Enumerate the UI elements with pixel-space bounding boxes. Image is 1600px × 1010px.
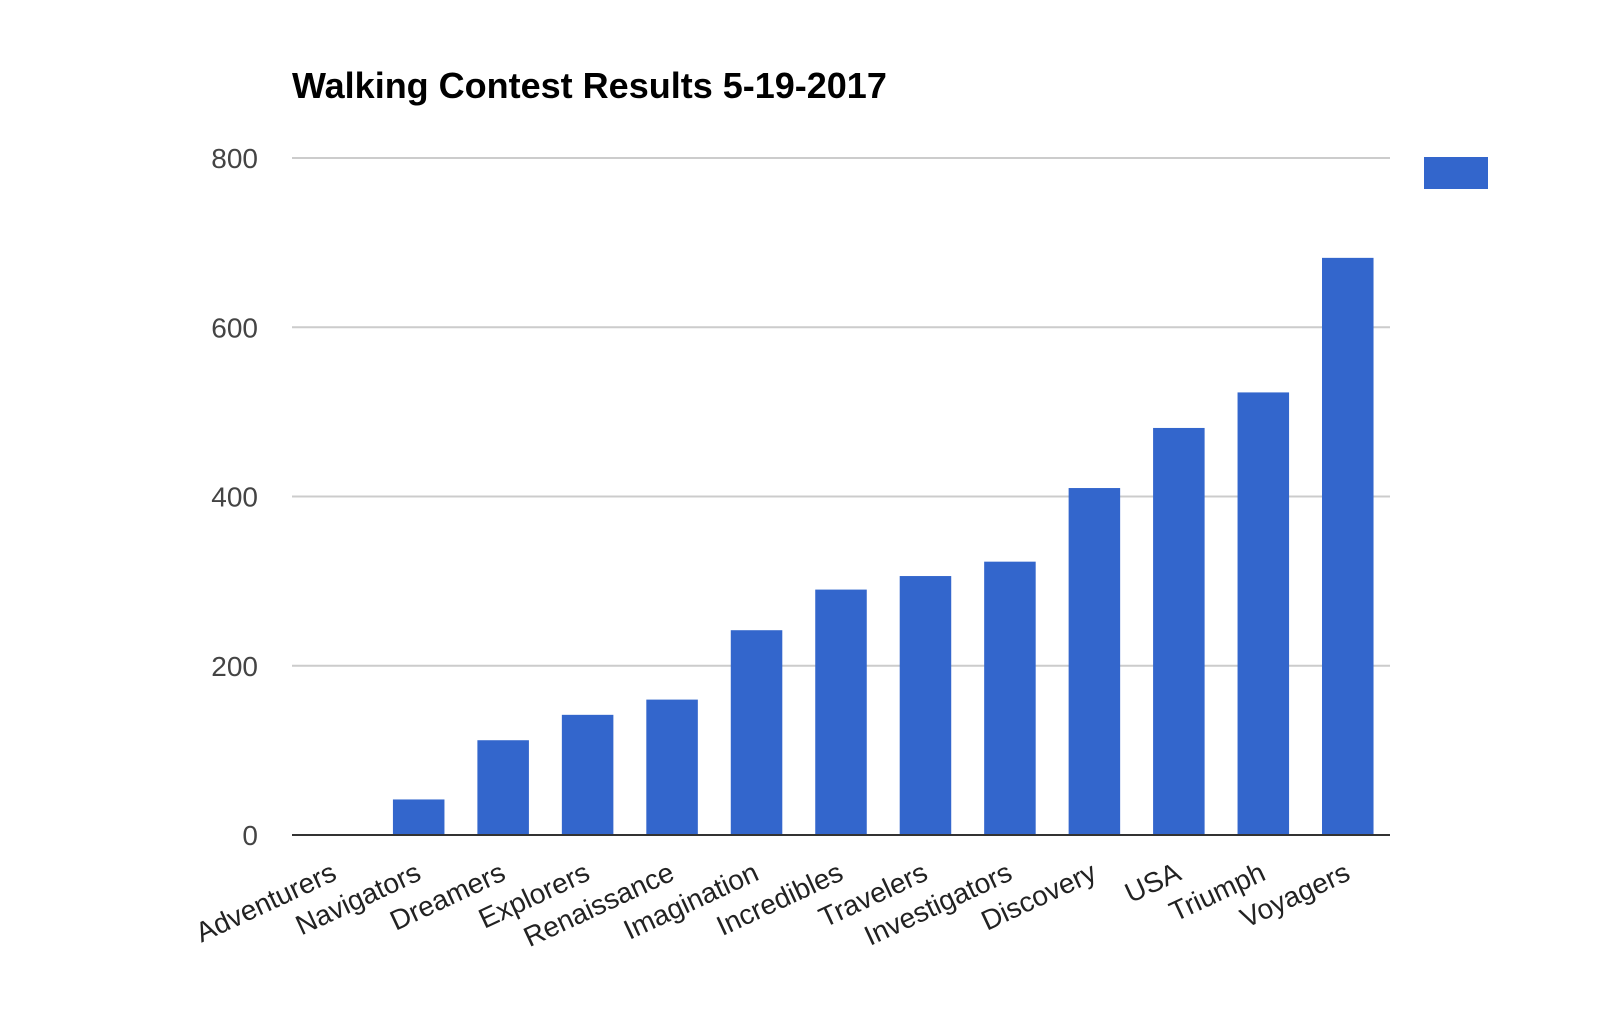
bar-triumph	[1237, 392, 1290, 835]
bar-renaissance	[646, 699, 698, 835]
y-tick-label: 0	[242, 820, 258, 851]
bar-navigators	[392, 799, 445, 835]
bar-explorers	[561, 714, 614, 835]
bars	[392, 257, 1374, 835]
bar-imagination	[730, 630, 783, 835]
bar-dreamers	[477, 740, 529, 835]
legend	[1424, 157, 1488, 189]
chart-title: Walking Contest Results 5-19-2017	[292, 65, 887, 106]
bar-voyagers	[1322, 257, 1374, 835]
bar-incredibles	[815, 589, 867, 835]
bar-investigators	[984, 561, 1036, 835]
x-axis-labels: AdventurersNavigatorsDreamersExplorersRe…	[191, 856, 1354, 953]
y-tick-label: 800	[211, 143, 258, 174]
bar-usa	[1153, 427, 1205, 835]
y-axis-ticks: 0 200 400 600 800	[211, 143, 258, 851]
bar-travelers	[899, 576, 952, 835]
y-tick-label: 400	[211, 482, 258, 513]
bar-discovery	[1068, 488, 1121, 835]
legend-swatch	[1424, 157, 1488, 189]
y-tick-label: 600	[211, 312, 258, 343]
y-tick-label: 200	[211, 651, 258, 682]
